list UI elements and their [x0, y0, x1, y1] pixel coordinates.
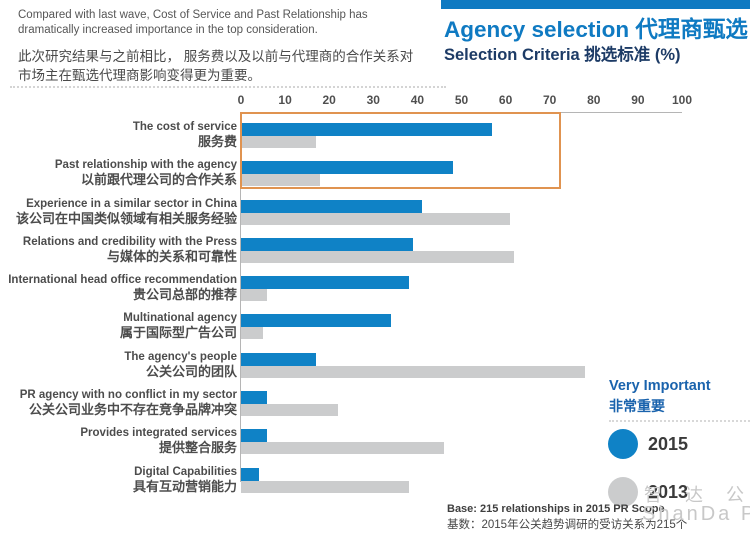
legend-dot-2013 — [608, 477, 638, 507]
chart-row: The agency's people 公关公司的团队 — [0, 346, 750, 384]
bar-2015 — [241, 429, 268, 443]
footnote-base-zh: 基数：2015年公关趋势调研的受访关系为215个 — [447, 519, 688, 531]
legend-dotted-separator — [609, 420, 750, 422]
category-label-en: The agency's people — [124, 350, 237, 363]
x-axis-tick-label: 70 — [543, 93, 557, 107]
category-label: International head office recommendation… — [0, 274, 237, 302]
bar-2013 — [241, 212, 510, 225]
header-accent-band — [441, 0, 750, 9]
category-label: Experience in a similar sector in China 该… — [0, 198, 237, 226]
bar-2015 — [241, 123, 493, 136]
x-axis-tick-label: 60 — [498, 93, 513, 107]
category-label-en: Multinational agency — [123, 312, 237, 325]
legend-label-2015: 2015 — [648, 434, 689, 454]
dotted-separator — [10, 86, 446, 88]
bar-2013 — [241, 365, 585, 378]
category-label-zh: 公关公司的团队 — [145, 363, 237, 379]
bar-2015 — [241, 352, 316, 366]
y-axis-line — [240, 112, 241, 482]
x-axis-tick-label: 100 — [671, 93, 693, 107]
x-axis-tick-label: 0 — [237, 93, 245, 107]
x-axis-tick-label: 40 — [410, 93, 425, 107]
category-label: Multinational agency 属于国际型广告公司 — [0, 312, 237, 340]
page-title: Agency selection 代理商甄选 — [444, 17, 748, 42]
bar-2013 — [241, 327, 264, 340]
legend-label-2013: 2013 — [648, 482, 689, 502]
intro-text-en: Compared with last wave, Cost of Service… — [18, 9, 368, 36]
x-axis-tick-label: 20 — [322, 93, 336, 107]
category-label-zh: 与媒体的关系和可靠性 — [106, 248, 237, 264]
bar-2015 — [241, 237, 413, 251]
category-label-zh: 提供整合服务 — [158, 440, 237, 456]
bar-2013 — [241, 404, 339, 417]
chart-row: Provides integrated services 提供整合服务 — [0, 422, 750, 460]
x-axis-tick-label: 50 — [454, 93, 469, 107]
category-label-zh: 以前跟代理公司的合作关系 — [80, 172, 237, 188]
x-axis-tick-label: 30 — [366, 93, 380, 107]
category-label-en: The cost of service — [132, 121, 237, 133]
category-label: The cost of service 服务费 — [0, 121, 237, 149]
category-label-zh: 该公司在中国类似领域有相关服务经验 — [15, 210, 237, 226]
category-label-en: Relations and credibility with the Press — [22, 235, 237, 248]
category-label-en: International head office recommendation — [8, 274, 237, 287]
bar-2015 — [241, 199, 422, 213]
category-label-zh: 属于国际型广告公司 — [119, 325, 237, 341]
bar-2013 — [241, 442, 444, 455]
category-label: Digital Capabilities 具有互动营销能力 — [0, 466, 237, 494]
category-label-zh: 贵公司总部的推荐 — [132, 287, 237, 303]
category-label-en: Digital Capabilities — [134, 465, 237, 478]
bar-2013 — [241, 480, 409, 493]
category-label-zh: 服务费 — [197, 134, 237, 149]
category-label-zh: 具有互动营销能力 — [132, 478, 237, 494]
chart-row: Past relationship with the agency 以前跟代理公司… — [0, 154, 750, 192]
category-label: Provides integrated services 提供整合服务 — [0, 427, 237, 455]
chart-row: Experience in a similar sector in China 该… — [0, 193, 750, 231]
chart-row: Multinational agency 属于国际型广告公司 — [0, 307, 750, 345]
category-label-en: Experience in a similar sector in China — [26, 197, 237, 210]
bar-2015 — [241, 314, 391, 328]
chart-row: Digital Capabilities 具有互动营销能力 — [0, 461, 750, 499]
chart-row: International head office recommendation… — [0, 269, 750, 307]
highlight-box-top-consideration — [240, 112, 561, 189]
bar-2013 — [241, 174, 321, 187]
category-label-en: PR agency with no conflict in my sector — [19, 389, 237, 402]
bar-2015 — [241, 391, 268, 405]
category-label-en: Past relationship with the agency — [54, 159, 237, 172]
legend-heading-zh: 非常重要 — [609, 398, 665, 414]
chart-row: Relations and credibility with the Press… — [0, 231, 750, 269]
legend-dot-2015 — [608, 429, 638, 459]
intro-text-block: Compared with last wave, Cost of Service… — [18, 8, 438, 85]
bar-2015 — [241, 276, 409, 290]
category-label: PR agency with no conflict in my sector 公… — [0, 389, 237, 417]
category-label: Relations and credibility with the Press… — [0, 236, 237, 264]
chart-row: PR agency with no conflict in my sector 公… — [0, 384, 750, 422]
chart-row: The cost of service 服务费 — [0, 116, 750, 154]
watermark-text-zh: 智 达 公 关 — [644, 485, 750, 505]
x-axis-tick-label: 80 — [587, 93, 601, 107]
bar-2013 — [241, 250, 515, 263]
x-axis-tick-label: 90 — [631, 93, 645, 107]
page-subtitle: Selection Criteria 挑选标准 (%) — [444, 46, 681, 64]
legend-heading-en: Very Important — [609, 378, 711, 394]
category-label: The agency's people 公关公司的团队 — [0, 351, 237, 379]
category-label: Past relationship with the agency 以前跟代理公司… — [0, 159, 237, 187]
bar-2013 — [241, 136, 316, 148]
footnote-base-en: Base: 215 relationships in 2015 PR Scope — [447, 503, 665, 515]
bar-chart: The cost of service 服务费 Past relationship … — [0, 116, 750, 499]
bar-2015 — [241, 467, 259, 481]
category-label-zh: 公关公司业务中不存在竞争品牌冲突 — [28, 402, 237, 418]
x-axis-tick-label: 10 — [278, 93, 292, 107]
watermark-text-en: ShanDa PR — [642, 503, 750, 525]
category-label-en: Provides integrated services — [80, 427, 237, 440]
intro-text-zh: 此次研究结果与之前相比， 服务费以及以前与代理商的合作关系对 市场主在甄选代理商… — [18, 49, 414, 83]
bar-2013 — [241, 289, 268, 302]
bar-2015 — [241, 161, 453, 175]
